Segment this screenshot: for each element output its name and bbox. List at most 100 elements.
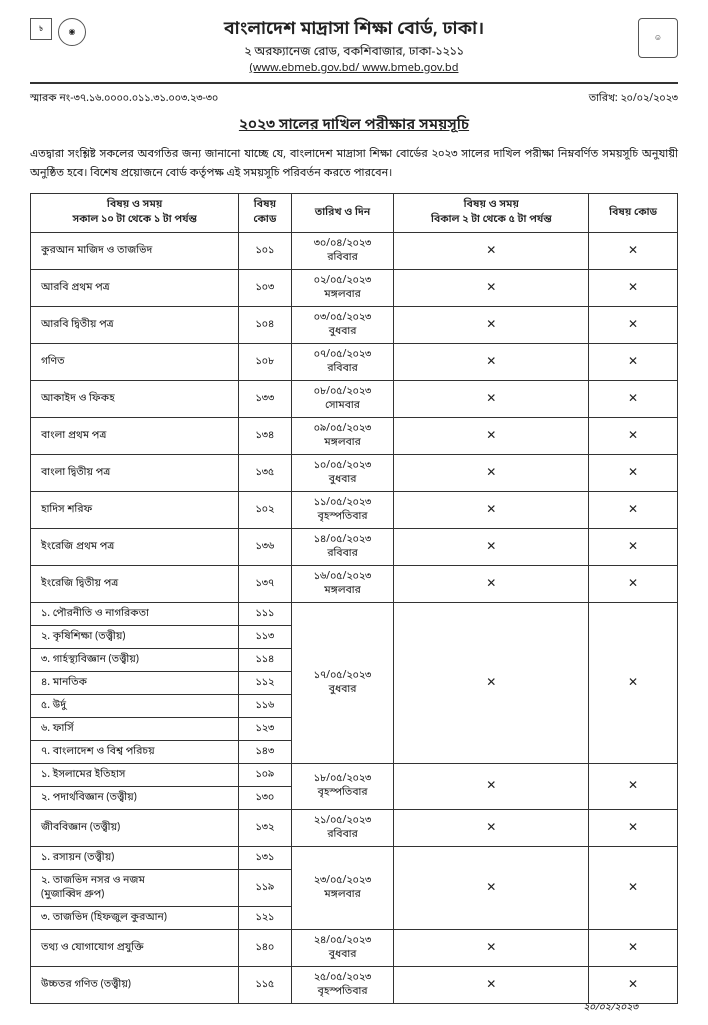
cell-code: ১১১: [239, 602, 291, 625]
cell-date: ১৬/০৫/২০২৩ মঙ্গলবার: [291, 565, 394, 602]
cell-subject: ১. রসায়ন (তত্ত্বীয়): [31, 846, 239, 869]
cell-date: ২৪/০৫/২০২৩ বুধবার: [291, 929, 394, 966]
cell-afternoon-subject: ✕: [394, 763, 589, 809]
header-rule: [30, 82, 678, 84]
cell-code: ১৪৩: [239, 740, 291, 763]
cell-date: ২৩/০৫/২০২৩ মঙ্গলবার: [291, 846, 394, 929]
cell-code: ১০৮: [239, 343, 291, 380]
cell-date: ১৪/০৫/২০২৩ রবিবার: [291, 528, 394, 565]
cell-code: ১৩৭: [239, 565, 291, 602]
cell-code: ১২১: [239, 906, 291, 929]
cell-subject: ইংরেজি দ্বিতীয় পত্র: [31, 565, 239, 602]
cell-date: ১৮/০৫/২০২৩ বৃহস্পতিবার: [291, 763, 394, 809]
cell-afternoon-code: ✕: [589, 454, 678, 491]
table-row: জীববিজ্ঞান (তত্ত্বীয়)১৩২২১/০৫/২০২৩ রবিব…: [31, 809, 678, 846]
table-row: উচ্চতর গণিত (তত্ত্বীয়)১১৫২৫/০৫/২০২৩ বৃহ…: [31, 966, 678, 1003]
table-row: ১. পৌরনীতি ও নাগরিকতা১১১১৭/০৫/২০২৩ বুধবা…: [31, 602, 678, 625]
logo-right: ☺: [638, 18, 678, 58]
cell-afternoon-subject: ✕: [394, 846, 589, 929]
cell-afternoon-code: ✕: [589, 966, 678, 1003]
cell-afternoon-code: ✕: [589, 343, 678, 380]
cell-code: ১৪০: [239, 929, 291, 966]
cell-code: ১১৪: [239, 648, 291, 671]
cell-subject: ৫. উর্দু: [31, 694, 239, 717]
cell-date: ২১/০৫/২০২৩ রবিবার: [291, 809, 394, 846]
reference-number: স্মারক নং-৩৭.১৬.০০০০.০১১.৩১.০০৩.২৩-৩০: [30, 92, 218, 106]
table-row: আরবি দ্বিতীয় পত্র১০৪০৩/০৫/২০২৩ বুধবার✕✕: [31, 306, 678, 343]
board-seal-icon: ◉: [58, 18, 86, 46]
cell-subject: ৩. তাজভিদ (হিফজুল কুরআন): [31, 906, 239, 929]
cell-code: ১১৫: [239, 966, 291, 1003]
cell-date: ০৯/০৫/২০২৩ মঙ্গলবার: [291, 417, 394, 454]
table-row: আরবি প্রথম পত্র১০৩০২/০৫/২০২৩ মঙ্গলবার✕✕: [31, 269, 678, 306]
cell-afternoon-code: ✕: [589, 763, 678, 809]
logo-left-group: ৳ ◉: [30, 18, 86, 46]
cell-date: ৩০/০৪/২০২৩ রবিবার: [291, 232, 394, 269]
th-subject-morning: বিষয় ও সময় সকাল ১০ টা থেকে ১ টা পর্যন্…: [31, 194, 239, 232]
cell-afternoon-subject: ✕: [394, 491, 589, 528]
cell-afternoon-subject: ✕: [394, 380, 589, 417]
cell-afternoon-subject: ✕: [394, 343, 589, 380]
cell-subject: ২. কৃষিশিক্ষা (তত্ত্বীয়): [31, 625, 239, 648]
cell-afternoon-subject: ✕: [394, 232, 589, 269]
table-row: হাদিস শরিফ১০২১১/০৫/২০২৩ বৃহস্পতিবার✕✕: [31, 491, 678, 528]
cell-subject: আকাইদ ও ফিকহ: [31, 380, 239, 417]
cell-code: ১০২: [239, 491, 291, 528]
cell-subject: ৩. গার্হস্থ্যবিজ্ঞান (তত্ত্বীয়): [31, 648, 239, 671]
cell-subject: ২. তাজভিদ নসর ও নজম (মুজাব্বিদ গ্রুপ): [31, 869, 239, 906]
mujib-portrait-icon: ☺: [638, 18, 678, 58]
table-row: বাংলা দ্বিতীয় পত্র১৩৫১০/০৫/২০২৩ বুধবার✕…: [31, 454, 678, 491]
cell-date: ০৮/০৫/২০২৩ সোমবার: [291, 380, 394, 417]
cell-afternoon-code: ✕: [589, 269, 678, 306]
th-code-morning: বিষয় কোড: [239, 194, 291, 232]
cell-afternoon-subject: ✕: [394, 306, 589, 343]
cell-code: ১১২: [239, 671, 291, 694]
cell-subject: জীববিজ্ঞান (তত্ত্বীয়): [31, 809, 239, 846]
cell-subject: বাংলা প্রথম পত্র: [31, 417, 239, 454]
cell-afternoon-subject: ✕: [394, 929, 589, 966]
th-date: তারিখ ও দিন: [291, 194, 394, 232]
cell-date: ২৫/০৫/২০২৩ বৃহস্পতিবার: [291, 966, 394, 1003]
cell-afternoon-subject: ✕: [394, 269, 589, 306]
cell-subject: তথ্য ও যোগাযোগ প্রযুক্তি: [31, 929, 239, 966]
cell-code: ১১৬: [239, 694, 291, 717]
cell-afternoon-code: ✕: [589, 232, 678, 269]
cell-afternoon-code: ✕: [589, 602, 678, 763]
cell-afternoon-code: ✕: [589, 306, 678, 343]
cell-afternoon-subject: ✕: [394, 565, 589, 602]
cell-afternoon-subject: ✕: [394, 454, 589, 491]
cell-code: ১৩৬: [239, 528, 291, 565]
cell-code: ১০১: [239, 232, 291, 269]
table-row: কুরআন মাজিদ ও তাজভিদ১০১৩০/০৪/২০২৩ রবিবার…: [31, 232, 678, 269]
cell-code: ১৩৫: [239, 454, 291, 491]
table-row: আকাইদ ও ফিকহ১৩৩০৮/০৫/২০২৩ সোমবার✕✕: [31, 380, 678, 417]
cell-afternoon-subject: ✕: [394, 966, 589, 1003]
cell-code: ১০৯: [239, 763, 291, 786]
th-code-afternoon: বিষয় কোড: [589, 194, 678, 232]
document-title: ২০২৩ সালের দাখিল পরীক্ষার সময়সূচি: [30, 116, 678, 136]
cell-code: ১০৪: [239, 306, 291, 343]
table-row: তথ্য ও যোগাযোগ প্রযুক্তি১৪০২৪/০৫/২০২৩ বু…: [31, 929, 678, 966]
schedule-table: বিষয় ও সময় সকাল ১০ টা থেকে ১ টা পর্যন্…: [30, 193, 678, 1003]
table-row: ১. রসায়ন (তত্ত্বীয়)১৩১২৩/০৫/২০২৩ মঙ্গল…: [31, 846, 678, 869]
cell-date: ১৭/০৫/২০২৩ বুধবার: [291, 602, 394, 763]
org-address: ২ অরফ্যানেজ রোড, বকশিবাজার, ঢাকা-১২১১: [30, 44, 678, 60]
cell-afternoon-subject: ✕: [394, 809, 589, 846]
table-row: ইংরেজি প্রথম পত্র১৩৬১৪/০৫/২০২৩ রবিবার✕✕: [31, 528, 678, 565]
cell-subject: ৬. ফার্সি: [31, 717, 239, 740]
table-row: বাংলা প্রথম পত্র১৩৪০৯/০৫/২০২৩ মঙ্গলবার✕✕: [31, 417, 678, 454]
cell-code: ১৩৪: [239, 417, 291, 454]
cell-afternoon-subject: ✕: [394, 417, 589, 454]
table-row: গণিত১০৮০৭/০৫/২০২৩ রবিবার✕✕: [31, 343, 678, 380]
cell-subject: ১. ইসলামের ইতিহাস: [31, 763, 239, 786]
cell-subject: ২. পদার্থবিজ্ঞান (তত্ত্বীয়): [31, 786, 239, 809]
cell-subject: ৭. বাংলাদেশ ও বিশ্ব পরিচয়: [31, 740, 239, 763]
cell-date: ১১/০৫/২০২৩ বৃহস্পতিবার: [291, 491, 394, 528]
cell-code: ১৩২: [239, 809, 291, 846]
govt-mark-icon: ৳: [30, 18, 52, 40]
cell-subject: গণিত: [31, 343, 239, 380]
cell-afternoon-code: ✕: [589, 846, 678, 929]
table-row: ইংরেজি দ্বিতীয় পত্র১৩৭১৬/০৫/২০২৩ মঙ্গলব…: [31, 565, 678, 602]
cell-afternoon-code: ✕: [589, 380, 678, 417]
cell-date: ০৩/০৫/২০২৩ বুধবার: [291, 306, 394, 343]
